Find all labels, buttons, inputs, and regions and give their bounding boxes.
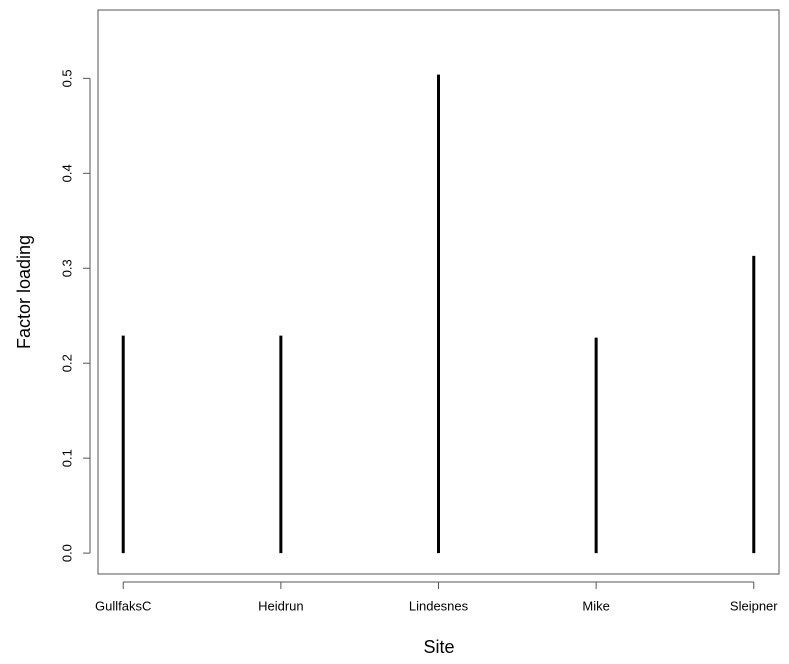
x-tick-label: Sleipner	[730, 598, 778, 613]
y-axis-title: Factor loading	[14, 235, 34, 349]
x-tick-label: Heidrun	[258, 598, 304, 613]
y-tick-label: 0.5	[59, 69, 74, 87]
y-tick-label: 0.1	[59, 449, 74, 467]
y-tick-label: 0.0	[59, 544, 74, 562]
x-tick-label: Mike	[582, 598, 609, 613]
x-axis-title: Site	[423, 637, 454, 657]
plot-box	[97, 9, 780, 575]
y-tick-label: 0.4	[59, 164, 74, 182]
x-tick-label: GullfaksC	[95, 598, 151, 613]
y-tick-label: 0.3	[59, 259, 74, 277]
y-tick-label: 0.2	[59, 354, 74, 372]
x-tick-label: Lindesnes	[409, 598, 469, 613]
